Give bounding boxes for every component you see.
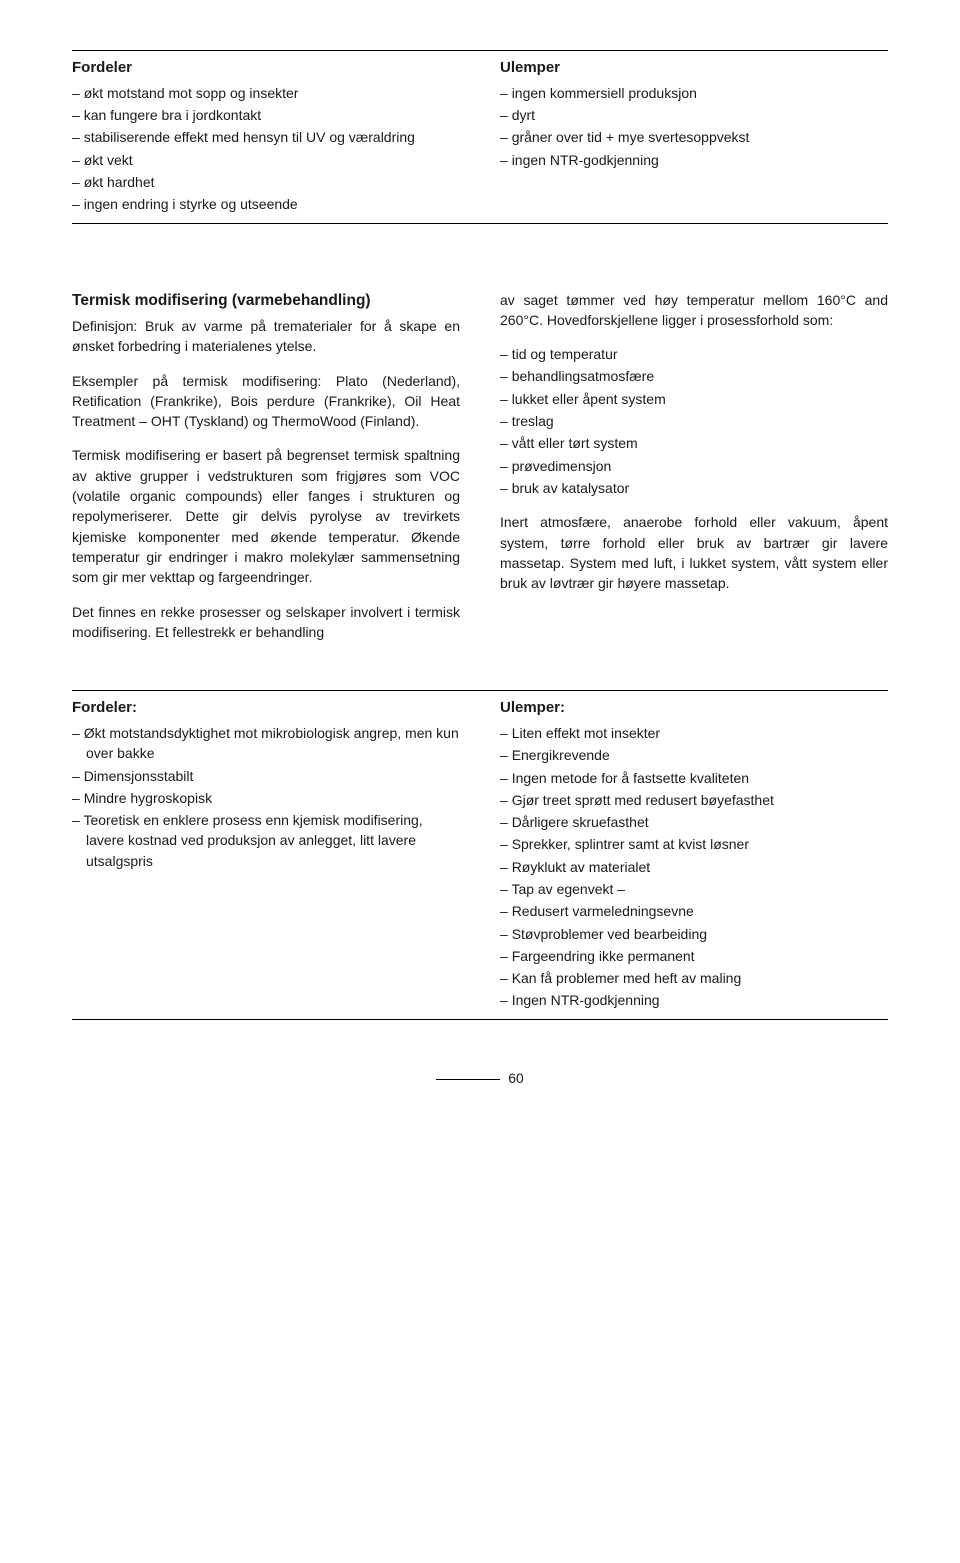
- body-paragraph: Det finnes en rekke prosesser og selskap…: [72, 602, 460, 643]
- list-item: Fargeendring ikke permanent: [500, 946, 888, 966]
- main-right-col: av saget tømmer ved høy temperatur mello…: [500, 290, 888, 643]
- section-title: Termisk modifisering (varmebehandling): [72, 290, 460, 312]
- table1-left-list: økt motstand mot sopp og insekter kan fu…: [72, 83, 460, 215]
- table2-right-list: Liten effekt mot insekter Energikrevende…: [500, 723, 888, 1011]
- list-item: ingen NTR-godkjenning: [500, 150, 888, 170]
- spacer: [72, 642, 888, 688]
- list-item: prøvedimensjon: [500, 456, 888, 476]
- list-item: Gjør treet sprøtt med redusert bøyefasth…: [500, 790, 888, 810]
- advantages-disadvantages-table-2: Fordeler: Økt motstandsdyktighet mot mik…: [72, 690, 888, 1020]
- body-paragraph: Eksempler på termisk modifisering: Plato…: [72, 371, 460, 432]
- list-item: Tap av egenvekt –: [500, 879, 888, 899]
- list-item: Støvproblemer ved bearbeiding: [500, 924, 888, 944]
- body-paragraph: Termisk modifisering er basert på begren…: [72, 445, 460, 587]
- list-item: Redusert varmeledningsevne: [500, 901, 888, 921]
- list-item: ingen kommersiell produksjon: [500, 83, 888, 103]
- list-item: Energikrevende: [500, 745, 888, 765]
- list-item: treslag: [500, 411, 888, 431]
- list-item: Sprekker, splintrer samt at kvist løsner: [500, 834, 888, 854]
- table1-left-col: Fordeler økt motstand mot sopp og insekt…: [72, 57, 460, 217]
- table2-right-col: Ulemper: Liten effekt mot insekter Energ…: [500, 697, 888, 1013]
- list-item: økt vekt: [72, 150, 460, 170]
- list-item: Ingen metode for å fastsette kvaliteten: [500, 768, 888, 788]
- table1-right-heading: Ulemper: [500, 57, 888, 79]
- list-item: ingen endring i styrke og utseende: [72, 194, 460, 214]
- process-factors-list: tid og temperatur behandlingsatmosfære l…: [500, 344, 888, 498]
- main-left-col: Termisk modifisering (varmebehandling) D…: [72, 290, 460, 643]
- list-item: Liten effekt mot insekter: [500, 723, 888, 743]
- main-body-columns: Termisk modifisering (varmebehandling) D…: [72, 290, 888, 643]
- list-item: stabiliserende effekt med hensyn til UV …: [72, 127, 460, 147]
- table1-right-col: Ulemper ingen kommersiell produksjon dyr…: [500, 57, 888, 217]
- body-paragraph: Inert atmosfære, anaerobe forhold eller …: [500, 512, 888, 593]
- spacer: [72, 230, 888, 290]
- list-item: økt hardhet: [72, 172, 460, 192]
- page-number-container: 60: [72, 1068, 888, 1088]
- list-item: Dårligere skruefasthet: [500, 812, 888, 832]
- list-item: kan fungere bra i jordkontakt: [72, 105, 460, 125]
- list-item: økt motstand mot sopp og insekter: [72, 83, 460, 103]
- list-item: vått eller tørt system: [500, 433, 888, 453]
- list-item: gråner over tid + mye svertesoppvekst: [500, 127, 888, 147]
- advantages-disadvantages-table-1: Fordeler økt motstand mot sopp og insekt…: [72, 50, 888, 224]
- table2-left-list: Økt motstandsdyktighet mot mikrobiologis…: [72, 723, 460, 871]
- page-number: 60: [508, 1070, 524, 1086]
- list-item: Ingen NTR-godkjenning: [500, 990, 888, 1010]
- list-item: lukket eller åpent system: [500, 389, 888, 409]
- list-item: Røyklukt av materialet: [500, 857, 888, 877]
- list-item: Økt motstandsdyktighet mot mikrobiologis…: [72, 723, 460, 764]
- table2-left-heading: Fordeler:: [72, 697, 460, 719]
- table2-right-heading: Ulemper:: [500, 697, 888, 719]
- table1-right-list: ingen kommersiell produksjon dyrt gråner…: [500, 83, 888, 170]
- body-paragraph: Definisjon: Bruk av varme på trematerial…: [72, 316, 460, 357]
- table1-left-heading: Fordeler: [72, 57, 460, 79]
- table2-left-col: Fordeler: Økt motstandsdyktighet mot mik…: [72, 697, 460, 1013]
- list-item: Teoretisk en enklere prosess enn kjemisk…: [72, 810, 460, 871]
- list-item: tid og temperatur: [500, 344, 888, 364]
- page-number-rule: [436, 1079, 500, 1080]
- list-item: Kan få problemer med heft av maling: [500, 968, 888, 988]
- list-item: Dimensjonsstabilt: [72, 766, 460, 786]
- list-item: Mindre hygroskopisk: [72, 788, 460, 808]
- body-paragraph: av saget tømmer ved høy temperatur mello…: [500, 290, 888, 331]
- list-item: bruk av katalysator: [500, 478, 888, 498]
- list-item: behandlingsatmosfære: [500, 366, 888, 386]
- list-item: dyrt: [500, 105, 888, 125]
